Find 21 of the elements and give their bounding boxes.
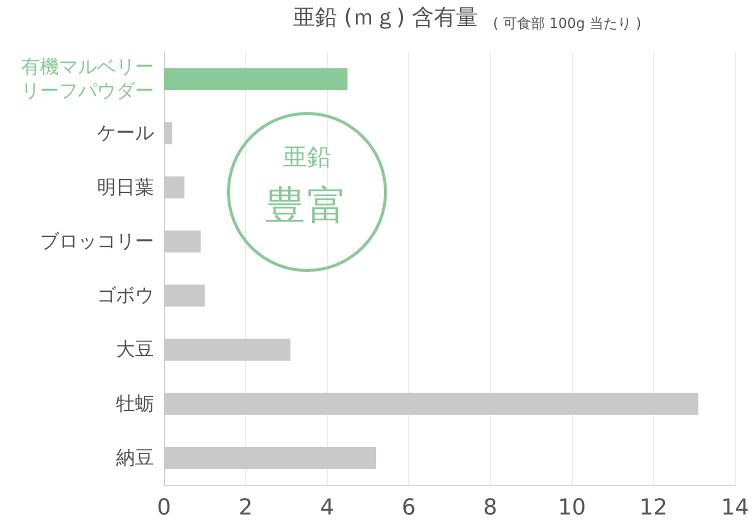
annotation: 亜鉛 [282, 143, 332, 171]
x-tick-label: 2 [238, 496, 253, 520]
x-tick-label: 6 [402, 496, 416, 520]
chart-subtitle: ( 可食部 100g 当たり ) [493, 16, 642, 32]
y-tick-label: ブロッコリー [40, 230, 154, 252]
x-tick-label: 10 [558, 496, 586, 520]
y-tick-label: 牡蛎 [116, 392, 154, 415]
chart-title: 亜鉛 (ｍｇ) 含有量 [292, 6, 478, 30]
x-tick-label: 4 [320, 496, 334, 520]
y-tick-label: 納豆 [116, 446, 154, 469]
y-tick-label: 大豆 [116, 338, 154, 361]
x-tick-label: 8 [483, 496, 498, 520]
y-tick-label: 有機マルベリーリーフパウダー [21, 56, 154, 102]
x-tick-label: 0 [157, 496, 171, 520]
y-tick-label: 明日葉 [97, 176, 154, 198]
x-tick-label: 12 [639, 496, 668, 520]
annotation: 豊富 [264, 183, 350, 229]
y-tick-label: ゴボウ [97, 284, 154, 307]
bar [164, 68, 348, 90]
x-tick-label: 14 [721, 496, 750, 520]
y-tick-label: ケール [97, 122, 154, 144]
